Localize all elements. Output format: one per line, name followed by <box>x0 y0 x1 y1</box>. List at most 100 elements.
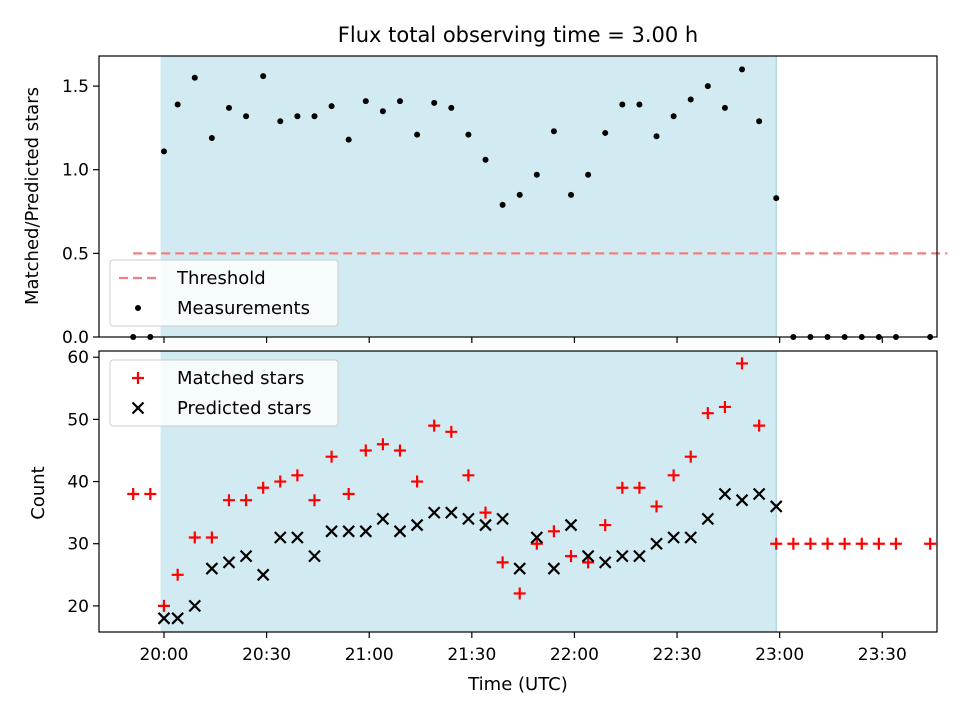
legend-measurement-swatch <box>135 305 141 311</box>
matched-star-point <box>582 556 595 569</box>
measurement-point <box>191 74 198 81</box>
predicted-star-point <box>530 531 544 544</box>
matched-star-point <box>291 469 304 482</box>
x-tick-label: 20:30 <box>242 645 291 665</box>
matched-star-point <box>667 469 680 482</box>
measurement-point <box>756 118 763 125</box>
measurement-point <box>482 156 489 163</box>
predicted-star-point <box>752 487 766 501</box>
matched-star-point <box>240 494 253 507</box>
predicted-star-point <box>359 525 373 538</box>
x-tick-label: 23:30 <box>858 645 907 665</box>
matched-star-point <box>804 537 817 550</box>
measurement-point <box>465 131 472 138</box>
chart-title: Flux total observing time = 3.00 h <box>338 23 698 47</box>
legend-matched-swatch <box>132 372 144 384</box>
measurement-point <box>533 171 540 178</box>
matched-star-point <box>325 450 338 463</box>
predicted-star-point <box>616 549 629 563</box>
matched-star-point <box>718 400 731 413</box>
bottom-series <box>127 357 937 625</box>
matched-star-point <box>924 537 937 550</box>
matched-star-point <box>359 444 372 457</box>
predicted-star-point <box>479 518 492 532</box>
matched-star-point <box>496 556 509 569</box>
measurement-point <box>311 113 318 120</box>
measurement-point <box>431 99 438 106</box>
top-legend: Threshold Measurements <box>109 259 339 327</box>
matched-star-point <box>838 537 851 550</box>
y-tick-label: 30 <box>67 535 89 555</box>
predicted-star-point <box>735 493 749 507</box>
matched-star-point <box>599 519 612 532</box>
matched-star-point <box>770 537 783 550</box>
measurement-point <box>345 136 352 143</box>
legend-label: Matched stars <box>177 368 304 389</box>
measurement-point <box>773 195 780 202</box>
measurement-point <box>585 171 592 178</box>
measurement-point <box>636 101 643 108</box>
predicted-star-point <box>291 531 304 544</box>
predicted-star-point <box>445 506 458 519</box>
measurement-point <box>379 108 386 115</box>
predicted-star-point <box>157 612 171 625</box>
matched-star-point <box>753 419 766 432</box>
matched-star-point <box>872 537 885 550</box>
matched-star-point <box>889 537 902 550</box>
predicted-star-point <box>325 525 338 538</box>
matched-star-point <box>701 407 714 420</box>
legend-box <box>109 259 339 327</box>
matched-star-point <box>479 506 492 519</box>
predicted-star-point <box>667 531 680 544</box>
measurement-point <box>396 98 403 105</box>
predicted-star-point <box>513 562 526 575</box>
predicted-star-point <box>598 556 612 569</box>
legend-label: Measurements <box>177 298 310 319</box>
matched-star-point <box>445 425 458 438</box>
measurement-point <box>568 191 575 198</box>
predicted-star-point <box>462 512 475 526</box>
legend-label: Predicted stars <box>177 398 311 419</box>
predicted-star-point <box>496 512 509 526</box>
matched-star-point <box>342 487 355 500</box>
legend-label: Threshold <box>176 268 266 289</box>
predicted-star-point <box>188 599 202 613</box>
x-tick-label: 22:30 <box>653 645 702 665</box>
matched-star-point <box>736 357 749 370</box>
matched-star-point <box>257 481 270 494</box>
matched-star-point <box>411 475 424 488</box>
legend-predicted-swatch <box>131 401 145 415</box>
matched-star-point <box>530 537 543 550</box>
measurement-point <box>448 104 455 111</box>
y-tick-label: 0.5 <box>62 244 89 264</box>
measurement-point <box>619 101 626 108</box>
predicted-star-point <box>171 612 184 625</box>
matched-star-point <box>616 481 629 494</box>
matched-star-point <box>188 531 201 544</box>
predicted-star-point <box>410 518 424 532</box>
matched-star-point <box>157 599 170 612</box>
y-tick-label: 20 <box>67 597 89 617</box>
x-tick-label: 23:00 <box>755 645 804 665</box>
bottom-y-axis-label: Count <box>28 466 49 519</box>
measurement-point <box>414 131 421 138</box>
matched-star-point <box>274 475 287 488</box>
measurement-point <box>260 73 267 80</box>
x-axis-label: Time (UTC) <box>467 674 568 695</box>
x-tick-label: 21:30 <box>447 645 496 665</box>
panel-counts: 20 30 40 50 60 20:00 20:30 21:00 21:30 22:00 22:30… <box>28 348 938 665</box>
predicted-star-point <box>205 562 219 575</box>
matched-star-point <box>205 531 218 544</box>
matched-star-point <box>428 419 441 432</box>
measurement-point <box>328 103 335 110</box>
predicted-star-point <box>308 549 321 563</box>
matched-star-point <box>393 444 406 457</box>
measurement-point <box>550 128 557 135</box>
bottom-axes-frame <box>98 350 938 633</box>
matched-star-point <box>376 438 389 451</box>
x-tick-label: 20:00 <box>139 645 188 665</box>
predicted-star-point <box>581 549 595 563</box>
matched-star-point <box>127 487 140 500</box>
top-axes-frame <box>98 55 938 338</box>
